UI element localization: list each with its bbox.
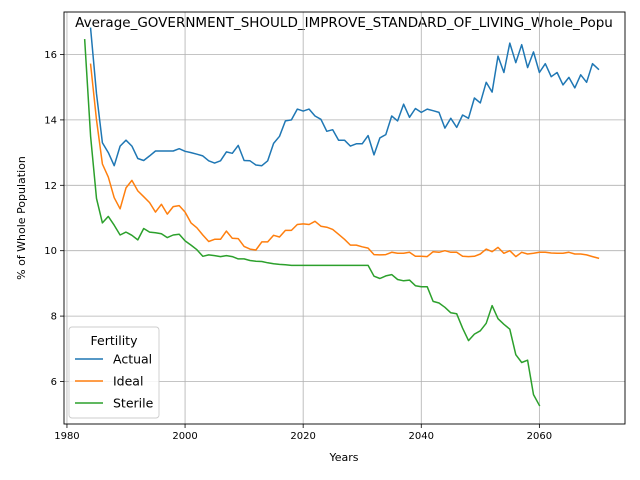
series-line-ideal — [89, 63, 600, 260]
plot-frame — [63, 11, 626, 425]
y-tick-label: 8 — [51, 312, 57, 323]
x-tick-label: 2040 — [409, 431, 434, 442]
x-tick-label: 2060 — [527, 431, 552, 442]
series-lines — [83, 27, 600, 407]
legend-label-sterile: Sterile — [113, 396, 154, 411]
series-line-actual — [89, 27, 600, 167]
legend-title: Fertility — [91, 333, 139, 348]
y-axis-label: % of Whole Population — [15, 156, 28, 280]
x-tick-label: 2020 — [290, 431, 315, 442]
grid — [64, 12, 625, 424]
x-tick-label: 1980 — [54, 431, 79, 442]
legend-label-ideal: Ideal — [113, 374, 143, 389]
legend-entries: Actual Ideal Sterile — [75, 352, 154, 411]
y-tick-label: 14 — [44, 115, 57, 126]
y-tick-label: 10 — [44, 246, 57, 257]
axis-ticks: 1980 2000 2020 2040 2060 6 8 10 12 14 16 — [44, 50, 552, 442]
series-line-sterile — [83, 39, 541, 407]
x-axis-label: Years — [328, 451, 358, 464]
x-tick-label: 2000 — [172, 431, 197, 442]
legend: Fertility Actual Ideal Sterile — [68, 326, 160, 419]
legend-label-actual: Actual — [113, 352, 152, 367]
y-tick-label: 6 — [51, 377, 57, 388]
chart-title: Average_GOVERNMENT_SHOULD_IMPROVE_STANDA… — [75, 15, 613, 31]
y-tick-label: 16 — [44, 50, 57, 61]
legend-box — [68, 326, 160, 419]
y-tick-label: 12 — [44, 181, 57, 192]
